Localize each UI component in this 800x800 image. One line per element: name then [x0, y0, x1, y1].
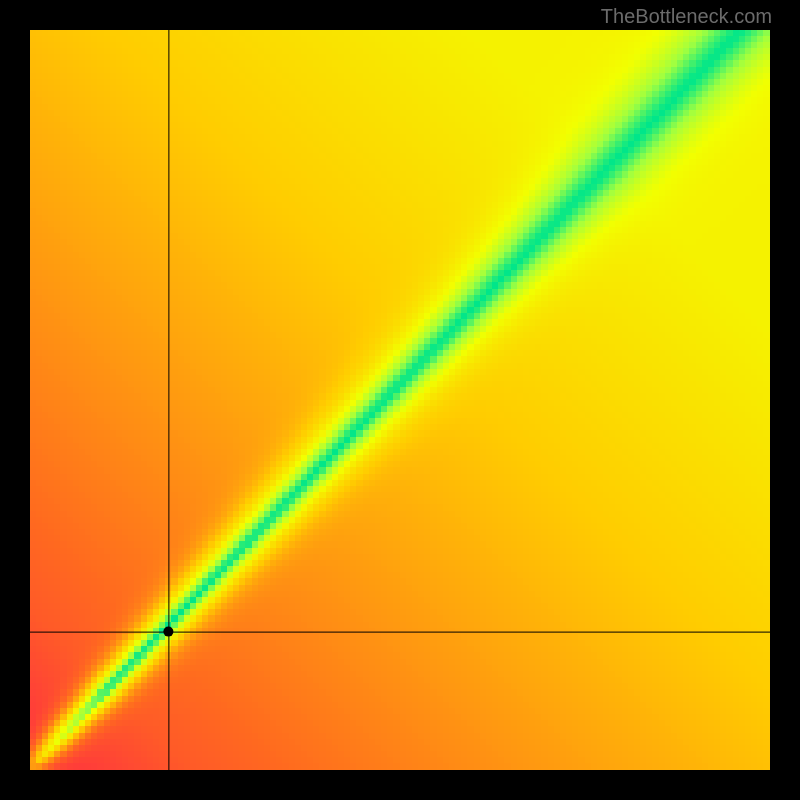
bottleneck-heatmap: [30, 30, 770, 770]
chart-container: TheBottleneck.com: [0, 0, 800, 800]
watermark-text: TheBottleneck.com: [601, 6, 772, 29]
